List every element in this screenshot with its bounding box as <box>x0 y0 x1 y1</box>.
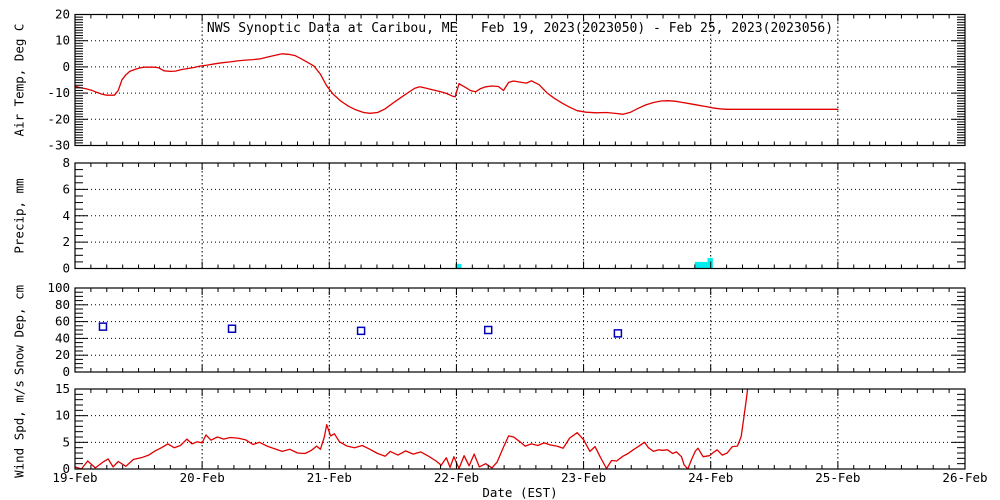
x-tick-label: 21-Feb <box>307 470 352 485</box>
y-tick-label: 5 <box>62 434 70 449</box>
y-axis-label-snow-depth: Snow Dep, cm <box>11 284 27 376</box>
x-tick-label: 24-Feb <box>688 470 733 485</box>
y-tick-label: 10 <box>55 33 70 48</box>
precip-bar <box>707 257 713 269</box>
wind-speed-line <box>75 389 749 469</box>
snow-depth-marker <box>227 324 237 333</box>
y-tick-label: 10 <box>55 408 70 423</box>
y-tick-label: 8 <box>62 155 70 170</box>
y-axis-label-air-temp: Air Temp, Deg C <box>11 23 27 137</box>
x-tick-label: 22-Feb <box>434 470 479 485</box>
x-tick-label: 20-Feb <box>180 470 225 485</box>
x-tick-label: 26-Feb <box>942 470 987 485</box>
snow-depth-marker <box>613 329 623 338</box>
y-axis-label-wind-speed: Wind Spd, m/s <box>11 380 27 478</box>
x-tick-labels: 19-Feb 20-Feb 21-Feb 22-Feb 23-Feb 24-Feb 25-F… <box>52 470 987 485</box>
y-tick-label: 20 <box>55 347 70 362</box>
panel-precip: 8 6 4 2 0 <box>62 155 966 276</box>
precip-bar <box>455 263 462 269</box>
y-tick-label: 40 <box>55 330 70 345</box>
y-tick-label: 0 <box>62 461 70 476</box>
x-tick-label: 25-Feb <box>815 470 860 485</box>
snow-depth-marker <box>98 322 108 331</box>
snow-depth-marker <box>356 326 366 336</box>
precip-bar <box>694 261 708 269</box>
y-tick-label: 0 <box>62 59 70 74</box>
y-tick-label: -10 <box>47 85 70 100</box>
panel-air-temp: 20 10 0 -10 -20 -30 <box>47 7 966 153</box>
y-tick-label: 4 <box>62 208 70 223</box>
y-tick-label: 100 <box>47 280 70 295</box>
panel-wind-speed: 15 10 5 0 <box>55 381 966 476</box>
x-axis-label: Date (EST) <box>482 485 558 500</box>
y-tick-label: 20 <box>55 7 70 22</box>
y-tick-label: 80 <box>55 297 70 312</box>
y-tick-label: 0 <box>62 261 70 276</box>
snow-depth-marker <box>483 325 493 335</box>
y-tick-label: 6 <box>62 181 70 196</box>
y-tick-label: 60 <box>55 314 70 329</box>
y-tick-label: 15 <box>55 381 70 396</box>
y-tick-label: 2 <box>62 234 70 249</box>
chart-title: NWS Synoptic Data at Caribou, ME Feb 19,… <box>206 21 834 36</box>
y-tick-label: -30 <box>47 138 70 153</box>
x-tick-label: 23-Feb <box>561 470 606 485</box>
y-tick-label: -20 <box>47 111 70 126</box>
y-tick-label: 0 <box>62 364 70 379</box>
y-axis-label-precip: Precip, mm <box>11 178 27 254</box>
air-temp-line <box>75 53 839 115</box>
x-tick-label: 19-Feb <box>52 470 97 485</box>
